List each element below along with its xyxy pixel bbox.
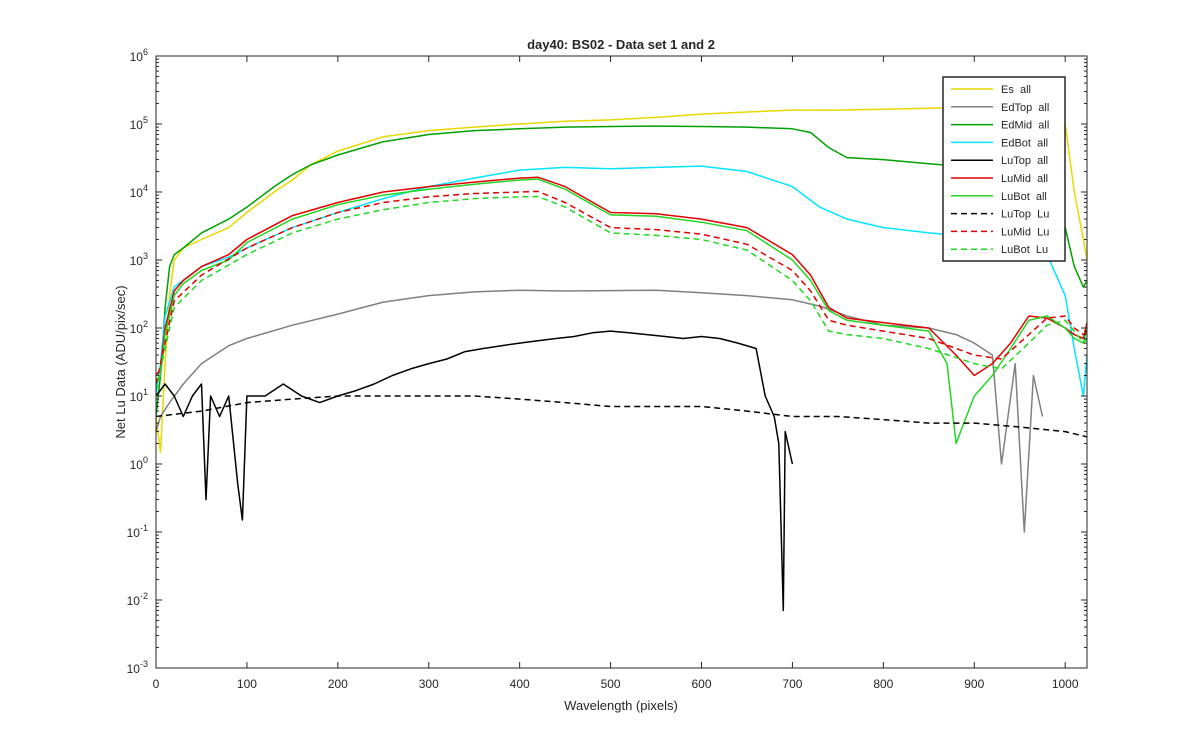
legend-label: Es all bbox=[1001, 84, 1031, 96]
y-tick-label: 103 bbox=[130, 251, 148, 268]
y-tick-exponent: 4 bbox=[143, 183, 148, 193]
y-tick-label: 105 bbox=[130, 115, 148, 132]
y-tick-exponent: 2 bbox=[143, 319, 148, 329]
y-tick-exponent: 0 bbox=[143, 455, 148, 465]
plot-frame bbox=[155, 55, 1088, 669]
y-tick-exponent: -2 bbox=[140, 591, 148, 601]
legend-label: LuMid all bbox=[1001, 173, 1048, 185]
plot-area bbox=[156, 56, 1087, 668]
x-tick-label: 800 bbox=[873, 677, 893, 691]
y-tick-label: 102 bbox=[130, 319, 148, 336]
legend-label: EdMid all bbox=[1001, 120, 1049, 132]
legend-label: LuBot Lu bbox=[1001, 244, 1048, 256]
legend: Es all EdTop all EdMid all EdBot all LuTop a… bbox=[942, 76, 1066, 262]
chart-title: day40: BS02 - Data set 1 and 2 bbox=[527, 37, 715, 52]
x-tick-label: 400 bbox=[510, 677, 530, 691]
y-tick-label: 10-1 bbox=[127, 523, 148, 540]
y-tick-label: 10-2 bbox=[127, 591, 148, 608]
x-tick-label: 500 bbox=[601, 677, 621, 691]
y-tick-base: 10 bbox=[127, 526, 141, 540]
legend-label: EdTop all bbox=[1001, 102, 1049, 114]
x-tick-label: 1000 bbox=[1052, 677, 1079, 691]
y-tick-base: 10 bbox=[130, 390, 144, 404]
x-tick-label: 200 bbox=[328, 677, 348, 691]
legend-label: LuTop Lu bbox=[1001, 209, 1049, 221]
x-axis: 0 100 200 300 400 500 600 700 800 900 1000 bbox=[153, 56, 1079, 691]
y-axis-label: Net Lu Data (ADU/pix/sec) bbox=[113, 285, 128, 438]
y-tick-label: 101 bbox=[130, 387, 148, 404]
y-tick-label: 106 bbox=[130, 47, 148, 64]
series-line-6 bbox=[156, 176, 1087, 377]
x-tick-label: 900 bbox=[964, 677, 984, 691]
x-axis-label: Wavelength (pixels) bbox=[564, 698, 678, 713]
legend-box bbox=[942, 76, 1066, 262]
series-line-8 bbox=[156, 395, 1087, 438]
y-tick-exponent: 3 bbox=[143, 251, 148, 261]
y-tick-base: 10 bbox=[127, 662, 141, 676]
x-tick-label: 100 bbox=[237, 677, 257, 691]
series-layer bbox=[156, 102, 1087, 612]
series-line-9 bbox=[156, 190, 1087, 385]
y-tick-label: 104 bbox=[130, 183, 148, 200]
legend-label: LuTop all bbox=[1001, 155, 1048, 167]
y-tick-base: 10 bbox=[130, 118, 144, 132]
x-tick-label: 0 bbox=[153, 677, 160, 691]
y-tick-label: 100 bbox=[130, 455, 148, 472]
legend-label: LuBot all bbox=[1001, 191, 1047, 203]
y-tick-base: 10 bbox=[130, 254, 144, 268]
y-tick-base: 10 bbox=[130, 458, 144, 472]
y-tick-exponent: -3 bbox=[140, 659, 148, 669]
y-tick-exponent: 6 bbox=[143, 47, 148, 57]
y-tick-exponent: 5 bbox=[143, 115, 148, 125]
series-line-5 bbox=[156, 330, 794, 612]
y-tick-label: 10-3 bbox=[127, 659, 148, 676]
y-tick-exponent: -1 bbox=[140, 523, 148, 533]
x-tick-label: 700 bbox=[782, 677, 802, 691]
legend-label: LuMid Lu bbox=[1001, 226, 1049, 238]
series-line-2 bbox=[156, 289, 1044, 533]
series-line-7 bbox=[156, 178, 1087, 445]
y-tick-base: 10 bbox=[130, 322, 144, 336]
legend-label: EdBot all bbox=[1001, 137, 1048, 149]
x-tick-label: 600 bbox=[691, 677, 711, 691]
y-tick-base: 10 bbox=[127, 594, 141, 608]
y-tick-base: 10 bbox=[130, 50, 144, 64]
y-tick-exponent: 1 bbox=[143, 387, 148, 397]
y-tick-base: 10 bbox=[130, 186, 144, 200]
x-tick-label: 300 bbox=[419, 677, 439, 691]
